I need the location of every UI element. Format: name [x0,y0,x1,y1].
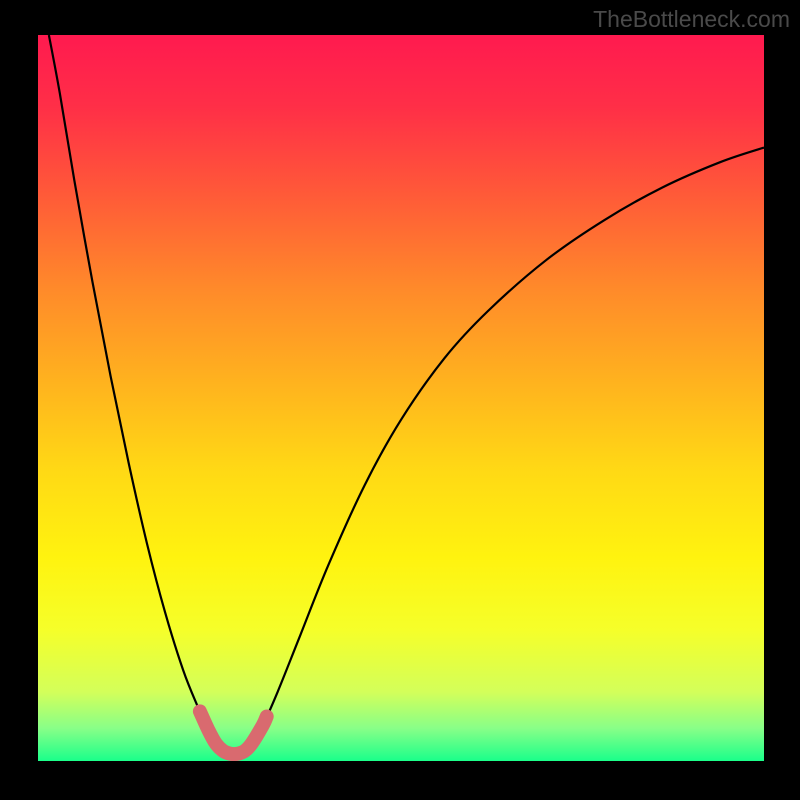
bottleneck-chart [0,0,800,800]
watermark-text: TheBottleneck.com [593,6,790,33]
plot-background [38,35,764,761]
